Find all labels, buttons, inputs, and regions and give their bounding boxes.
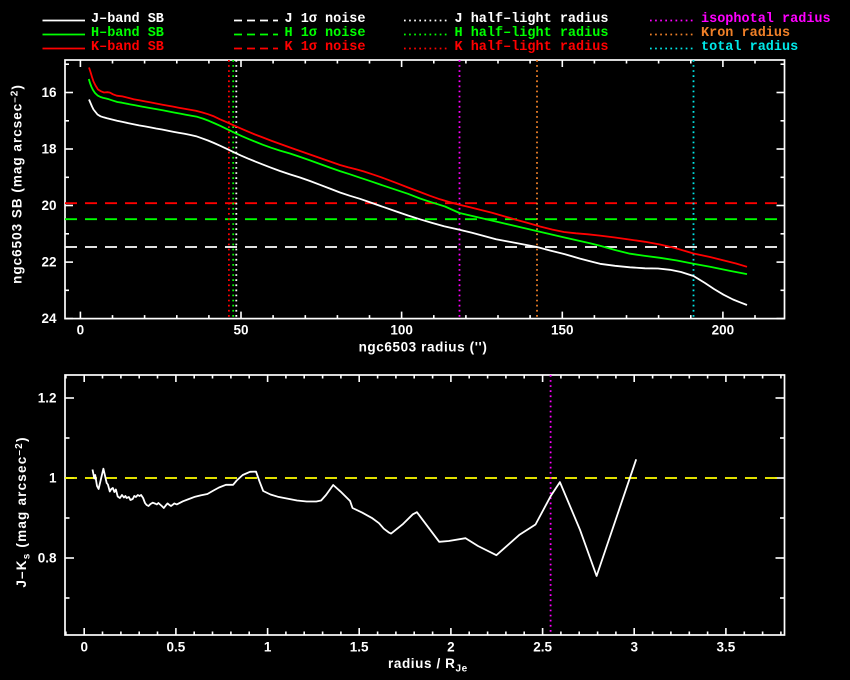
svg-text:J–Ks (mag arcsec–2): J–Ks (mag arcsec–2) bbox=[14, 436, 33, 587]
svg-text:1.2: 1.2 bbox=[38, 391, 57, 406]
svg-text:K half–light radius: K half–light radius bbox=[455, 40, 609, 55]
svg-text:16: 16 bbox=[41, 85, 57, 100]
svg-text:H half–light radius: H half–light radius bbox=[455, 26, 609, 41]
svg-text:0: 0 bbox=[77, 323, 85, 338]
svg-text:total radius: total radius bbox=[701, 40, 798, 55]
svg-text:J 1σ noise: J 1σ noise bbox=[285, 12, 366, 27]
svg-text:200: 200 bbox=[712, 323, 735, 338]
svg-text:isophotal radius: isophotal radius bbox=[701, 12, 831, 27]
svg-text:1: 1 bbox=[49, 471, 57, 486]
svg-text:H 1σ noise: H 1σ noise bbox=[285, 26, 366, 41]
svg-text:2.5: 2.5 bbox=[533, 640, 552, 655]
svg-text:radius / RJe: radius / RJe bbox=[388, 656, 468, 675]
svg-text:2: 2 bbox=[447, 640, 455, 655]
svg-text:20: 20 bbox=[41, 198, 56, 213]
svg-text:0: 0 bbox=[80, 640, 88, 655]
svg-text:100: 100 bbox=[390, 323, 413, 338]
svg-text:150: 150 bbox=[551, 323, 574, 338]
svg-text:1.5: 1.5 bbox=[350, 640, 369, 655]
svg-text:Kron radius: Kron radius bbox=[701, 26, 790, 41]
svg-text:K 1σ noise: K 1σ noise bbox=[285, 40, 366, 55]
svg-text:H–band SB: H–band SB bbox=[91, 26, 164, 41]
svg-text:22: 22 bbox=[41, 255, 56, 270]
svg-text:3: 3 bbox=[630, 640, 638, 655]
svg-text:ngc6503 radius (''): ngc6503 radius ('') bbox=[359, 340, 488, 355]
svg-text:K–band SB: K–band SB bbox=[91, 40, 164, 55]
svg-text:J half–light radius: J half–light radius bbox=[455, 12, 609, 27]
svg-text:J–band SB: J–band SB bbox=[91, 12, 164, 27]
svg-text:0.5: 0.5 bbox=[167, 640, 186, 655]
svg-text:24: 24 bbox=[41, 311, 57, 326]
svg-text:1: 1 bbox=[264, 640, 272, 655]
svg-text:18: 18 bbox=[41, 142, 57, 157]
svg-text:0.8: 0.8 bbox=[38, 551, 57, 566]
svg-text:3.5: 3.5 bbox=[717, 640, 736, 655]
svg-text:50: 50 bbox=[233, 323, 248, 338]
svg-text:ngc6503 SB (mag arcsec–2): ngc6503 SB (mag arcsec–2) bbox=[10, 84, 25, 284]
